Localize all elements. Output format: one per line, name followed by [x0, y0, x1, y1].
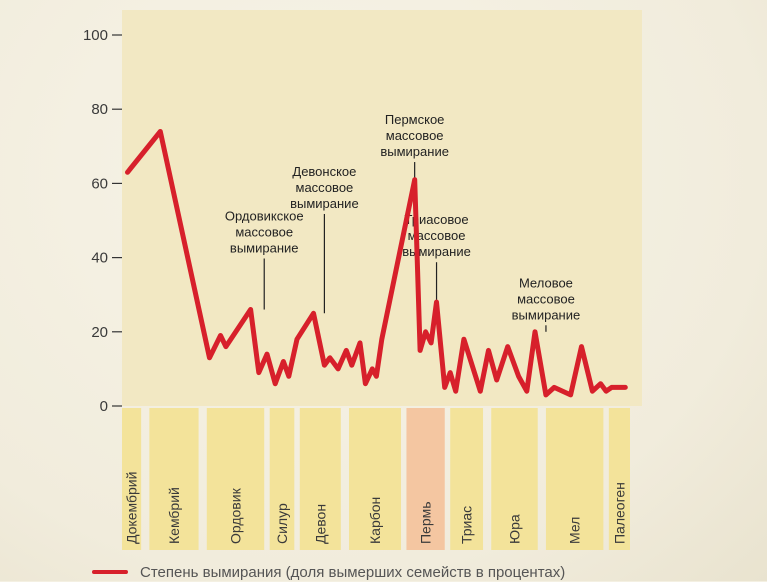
y-tick-label: 80 [91, 101, 108, 118]
y-tick-label: 0 [100, 398, 108, 415]
era-label: Палеоген [611, 482, 627, 544]
era-band [149, 408, 199, 550]
era-band [545, 408, 604, 550]
era-label: Ордовик [228, 487, 244, 544]
annotation-text: Пермское [385, 112, 445, 127]
legend: Степень вымирания (доля вымерших семейст… [92, 562, 565, 582]
era-label: Девон [312, 504, 328, 544]
annotation-text: Ордовикское [225, 209, 304, 224]
annotations: ОрдовикскоемассовоевымираниеДевонскоемас… [225, 112, 580, 332]
annotation-text: массовое [408, 228, 466, 243]
y-tick-label: 60 [91, 175, 108, 192]
y-tick-label: 40 [91, 250, 108, 267]
era-label: Триас [459, 506, 475, 544]
annotation-text: Меловое [519, 275, 573, 290]
annotation-text: Триасовое [405, 212, 469, 227]
era-band [491, 408, 538, 550]
era-label: Докембрий [124, 472, 140, 544]
era-label: Карбон [367, 497, 383, 544]
annotation-text: вымирание [512, 307, 581, 322]
era-band [206, 408, 265, 550]
era-bands: Докембрий Кембрий Ордовик Силур Девон Карбон П… [122, 408, 630, 550]
legend-swatch [92, 570, 128, 574]
era-band [608, 408, 630, 550]
annotation-text: массовое [296, 180, 354, 195]
era-band [299, 408, 341, 550]
y-axis: 0 20 40 60 80 100 [83, 27, 122, 415]
annotation-text: массовое [386, 128, 444, 143]
era-label: Юра [506, 514, 522, 544]
era-label: Мел [567, 517, 583, 544]
annotation-text: Девонское [292, 164, 356, 179]
era-band [406, 408, 445, 550]
legend-label: Степень вымирания (доля вымерших семейст… [140, 563, 566, 581]
series-line-extinction [125, 129, 628, 398]
annotation-text: массовое [517, 291, 575, 306]
era-band [269, 408, 295, 550]
era-label: Кембрий [166, 487, 182, 544]
era-band [349, 408, 401, 550]
annotation-text: массовое [235, 225, 293, 240]
era-label: Пермь [418, 501, 434, 544]
y-tick-label: 100 [83, 27, 108, 44]
era-label: Силур [274, 503, 290, 544]
annotation-text: вымирание [230, 241, 299, 256]
annotation-text: вымирание [380, 144, 449, 159]
annotation-text: вымирание [290, 196, 359, 211]
era-band [122, 408, 142, 550]
y-tick-label: 20 [91, 324, 108, 341]
annotation-text: вымирание [402, 244, 471, 259]
era-band [450, 408, 484, 550]
